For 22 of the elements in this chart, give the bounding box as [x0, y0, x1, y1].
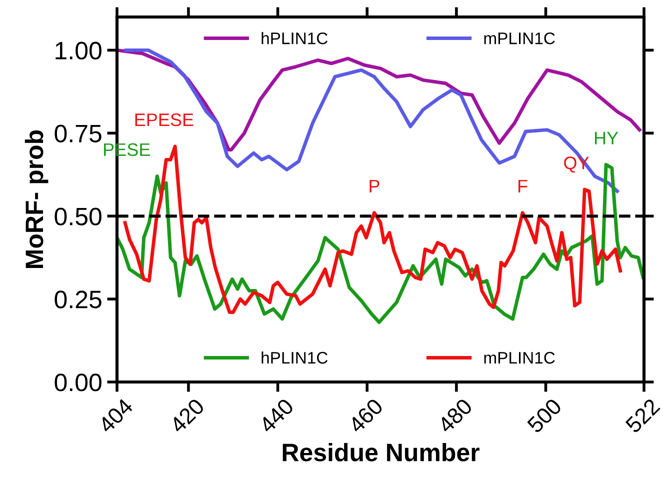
y-tick-label: 0.50	[54, 208, 102, 226]
y-tick-label: 0.75	[54, 124, 102, 142]
y-axis-title: MoRF- prob	[24, 130, 48, 268]
x-tick-label: 500	[526, 398, 562, 434]
y-tick-label: 0.00	[54, 374, 102, 392]
annotation: EPESE	[135, 113, 194, 126]
annotation: F	[518, 180, 528, 192]
x-tick-label: 522	[624, 398, 661, 434]
x-axis-title: Residue Number	[282, 443, 480, 462]
y-tick-label: 1.00	[56, 42, 102, 60]
legend-label: hPLIN1C	[262, 351, 328, 364]
annotation: HY	[594, 132, 618, 144]
legend-label: mPLIN1C	[484, 352, 555, 364]
legend-label: hPLIN1C	[262, 32, 328, 44]
x-tick-label: 460	[347, 398, 384, 434]
x-tick-label: 480	[436, 398, 474, 434]
x-tick-label: 440	[258, 398, 294, 434]
y-tick-label: 0.25	[54, 290, 102, 308]
x-tick-label: 420	[168, 398, 206, 434]
legend-label: mPLIN1C	[484, 32, 555, 44]
x-tick-label: 404	[97, 397, 134, 434]
annotation: P	[370, 180, 380, 192]
